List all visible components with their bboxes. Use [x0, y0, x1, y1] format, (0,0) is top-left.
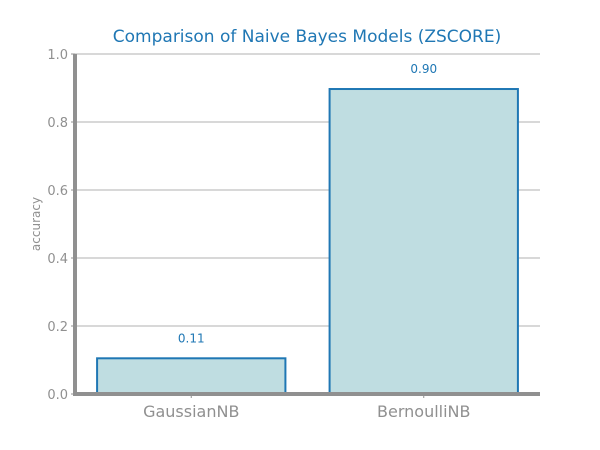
x-tick-label: BernoulliNB	[377, 402, 470, 421]
y-tick-label: 0.4	[47, 252, 68, 267]
y-tick-label: 0.0	[47, 388, 68, 403]
ticks-layer: 0.0 0.2 0.4 0.6 0.8 1.0 GaussianNB BernoulliNB	[47, 48, 470, 421]
chart-title: Comparison of Naive Bayes Models (ZSCORE…	[113, 27, 501, 47]
y-tick-label: 0.2	[47, 320, 68, 335]
y-tick-label: 0.6	[47, 184, 68, 199]
data-label: 0.90	[410, 62, 437, 76]
y-axis-label: accuracy	[29, 197, 43, 251]
bars-layer	[96, 88, 519, 396]
bar-gaussiannb	[96, 357, 287, 395]
y-tick-label: 1.0	[47, 48, 68, 63]
axes-layer	[73, 54, 540, 396]
data-label: 0.11	[178, 331, 205, 345]
x-tick-label: GaussianNB	[143, 402, 239, 421]
bar-bernoullinb	[328, 88, 519, 396]
y-tick-label: 0.8	[47, 116, 68, 131]
labels-layer: 0.11 0.90	[178, 62, 437, 345]
